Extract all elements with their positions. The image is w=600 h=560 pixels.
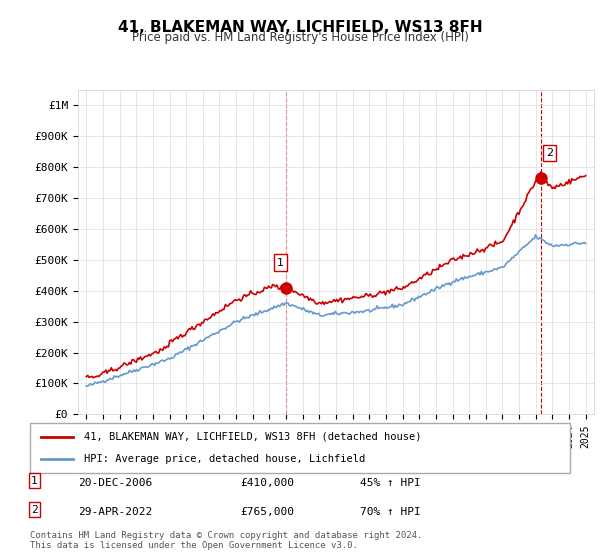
Text: 20-DEC-2006: 20-DEC-2006 <box>78 478 152 488</box>
Text: 29-APR-2022: 29-APR-2022 <box>78 507 152 517</box>
Text: HPI: Average price, detached house, Lichfield: HPI: Average price, detached house, Lich… <box>84 454 365 464</box>
FancyBboxPatch shape <box>30 423 570 473</box>
Text: Contains HM Land Registry data © Crown copyright and database right 2024.
This d: Contains HM Land Registry data © Crown c… <box>30 530 422 550</box>
Text: £410,000: £410,000 <box>240 478 294 488</box>
Text: 2: 2 <box>31 505 38 515</box>
Text: 2: 2 <box>546 148 553 158</box>
Text: 70% ↑ HPI: 70% ↑ HPI <box>360 507 421 517</box>
Text: 1: 1 <box>31 475 38 486</box>
Text: 41, BLAKEMAN WAY, LICHFIELD, WS13 8FH: 41, BLAKEMAN WAY, LICHFIELD, WS13 8FH <box>118 20 482 35</box>
Text: 45% ↑ HPI: 45% ↑ HPI <box>360 478 421 488</box>
Text: 1: 1 <box>277 258 284 268</box>
Text: 41, BLAKEMAN WAY, LICHFIELD, WS13 8FH (detached house): 41, BLAKEMAN WAY, LICHFIELD, WS13 8FH (d… <box>84 432 421 442</box>
Text: £765,000: £765,000 <box>240 507 294 517</box>
Text: Price paid vs. HM Land Registry's House Price Index (HPI): Price paid vs. HM Land Registry's House … <box>131 31 469 44</box>
